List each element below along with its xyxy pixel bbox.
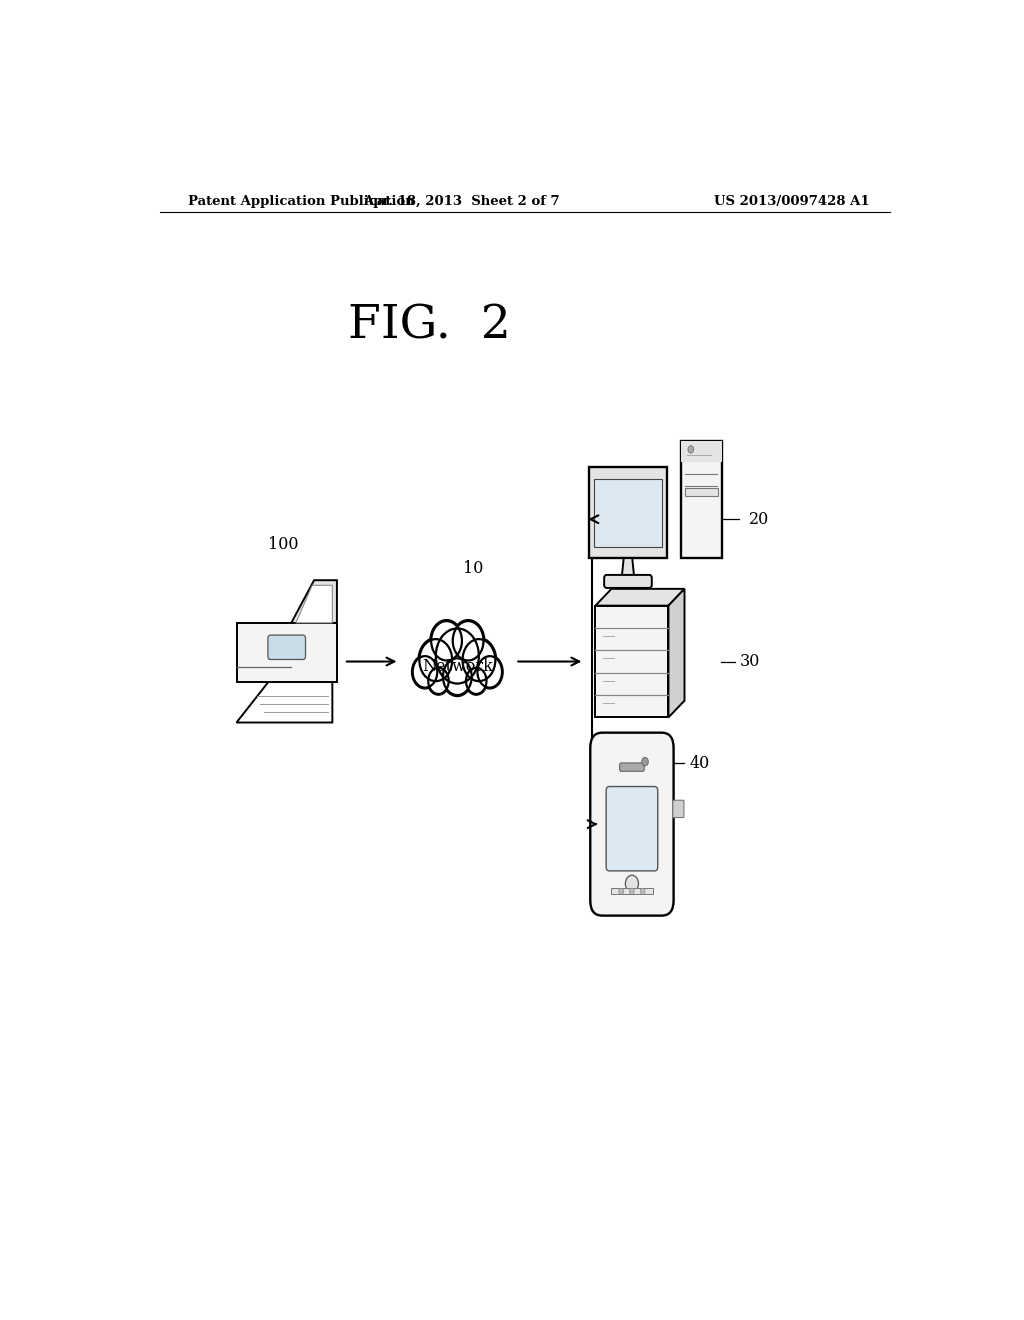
Circle shape xyxy=(463,639,496,681)
FancyBboxPatch shape xyxy=(620,763,644,771)
Circle shape xyxy=(453,622,483,660)
FancyBboxPatch shape xyxy=(681,441,722,462)
FancyBboxPatch shape xyxy=(673,800,684,817)
Polygon shape xyxy=(669,589,684,718)
Circle shape xyxy=(430,620,463,661)
FancyBboxPatch shape xyxy=(268,635,305,660)
Text: Patent Application Publication: Patent Application Publication xyxy=(187,194,415,207)
Text: 20: 20 xyxy=(749,511,769,528)
Circle shape xyxy=(442,657,472,696)
FancyBboxPatch shape xyxy=(589,467,668,558)
Circle shape xyxy=(618,888,624,894)
Circle shape xyxy=(434,627,480,685)
Polygon shape xyxy=(622,558,635,579)
FancyBboxPatch shape xyxy=(685,488,718,496)
Text: Network: Network xyxy=(422,659,493,675)
Circle shape xyxy=(452,620,484,661)
FancyBboxPatch shape xyxy=(590,733,674,916)
Circle shape xyxy=(419,638,453,682)
Circle shape xyxy=(642,758,648,766)
Text: 100: 100 xyxy=(267,536,298,553)
Circle shape xyxy=(477,655,503,689)
Circle shape xyxy=(466,668,486,694)
Circle shape xyxy=(626,875,639,892)
Circle shape xyxy=(420,639,453,681)
Circle shape xyxy=(630,888,634,894)
Polygon shape xyxy=(237,623,337,682)
Circle shape xyxy=(462,638,497,682)
FancyBboxPatch shape xyxy=(594,479,662,546)
Circle shape xyxy=(477,656,502,688)
Polygon shape xyxy=(595,606,669,718)
FancyBboxPatch shape xyxy=(606,787,657,871)
FancyBboxPatch shape xyxy=(604,576,651,587)
Polygon shape xyxy=(291,581,337,623)
Circle shape xyxy=(466,667,487,694)
Circle shape xyxy=(412,655,438,689)
Circle shape xyxy=(640,888,645,894)
Text: 10: 10 xyxy=(463,560,483,577)
FancyBboxPatch shape xyxy=(611,888,652,894)
Circle shape xyxy=(431,622,462,660)
Circle shape xyxy=(688,446,693,453)
Text: Apr. 18, 2013  Sheet 2 of 7: Apr. 18, 2013 Sheet 2 of 7 xyxy=(362,194,560,207)
Circle shape xyxy=(428,668,449,694)
Polygon shape xyxy=(296,585,333,623)
Text: FIG.  2: FIG. 2 xyxy=(348,304,511,348)
Text: 40: 40 xyxy=(689,755,710,772)
Circle shape xyxy=(428,667,450,694)
Circle shape xyxy=(436,628,479,684)
Circle shape xyxy=(413,656,437,688)
Polygon shape xyxy=(237,682,333,722)
FancyBboxPatch shape xyxy=(681,441,722,558)
Text: 30: 30 xyxy=(740,653,761,671)
Polygon shape xyxy=(595,589,684,606)
Text: US 2013/0097428 A1: US 2013/0097428 A1 xyxy=(715,194,870,207)
Circle shape xyxy=(443,659,472,696)
